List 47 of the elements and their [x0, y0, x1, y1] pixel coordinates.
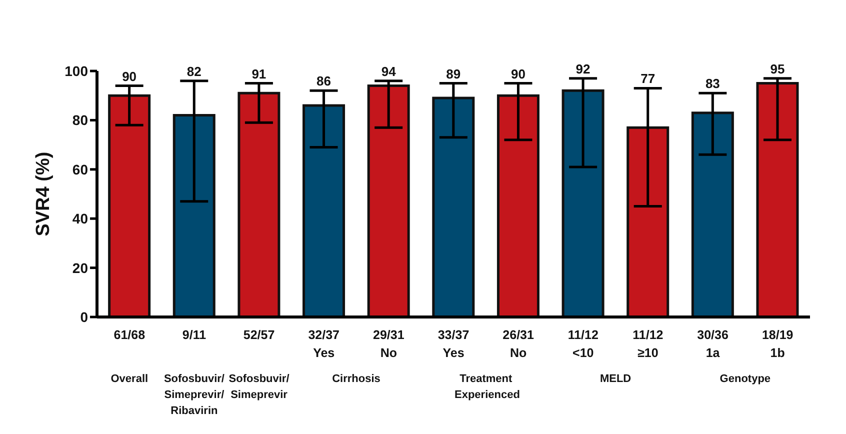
bar	[496, 94, 540, 317]
x-tick-label: 61/68	[114, 328, 146, 342]
text: Genotype	[720, 373, 771, 385]
text: Treatment Experienced	[454, 373, 520, 401]
bar	[432, 96, 475, 317]
x-tick-label: 9/11	[182, 328, 206, 342]
data-label: 86	[316, 74, 332, 89]
data-label: 90	[510, 66, 526, 82]
y-tick-label: 20	[72, 260, 88, 276]
x-tick-label: 18/19 1b	[762, 328, 794, 360]
text: MELD	[600, 373, 632, 385]
x-tick-label: 32/37 Yes	[308, 328, 340, 360]
data-label: 77	[640, 71, 656, 86]
bar	[562, 89, 604, 317]
data-label: 95	[770, 61, 785, 76]
x-tick-label: 30/36 1a	[697, 328, 728, 360]
bar	[367, 84, 410, 317]
x-tick-label: 29/31 No	[373, 328, 404, 360]
y-axis-title: SVR4 (%)	[32, 150, 55, 238]
x-tick-label: 52/57	[243, 328, 275, 342]
data-label: 92	[576, 61, 590, 76]
y-tick-label: 60	[72, 161, 88, 178]
y-tick-label: 100	[64, 62, 88, 79]
data-label: 91	[252, 66, 266, 82]
y-tick-label: 0	[80, 308, 88, 325]
text: Cirrhosis	[332, 373, 380, 385]
y-tick-label: 40	[72, 210, 88, 227]
x-tick-label: 11/12 ≥10	[632, 328, 664, 360]
y-tick-label: 80	[72, 112, 88, 128]
text: Sofosbuvir/ Simeprevir	[228, 373, 290, 401]
bar	[108, 94, 151, 317]
x-tick-label: 11/12 <10	[568, 328, 598, 360]
text: Overall	[110, 373, 148, 385]
data-label: 90	[122, 68, 137, 84]
bar	[626, 126, 670, 317]
data-label: 94	[381, 64, 397, 79]
x-tick-label: 33/37 Yes	[438, 328, 470, 360]
data-label: 89	[446, 66, 461, 82]
data-label: 83	[705, 76, 720, 92]
bar	[691, 112, 734, 317]
x-tick-label: 26/31 No	[502, 328, 534, 360]
bar	[172, 114, 216, 317]
bar	[238, 92, 280, 317]
text: Sofosbuvir/ Simeprevir/ Ribavirin	[164, 373, 224, 417]
bar	[756, 82, 799, 317]
bar	[302, 104, 346, 317]
data-label: 82	[186, 64, 202, 79]
